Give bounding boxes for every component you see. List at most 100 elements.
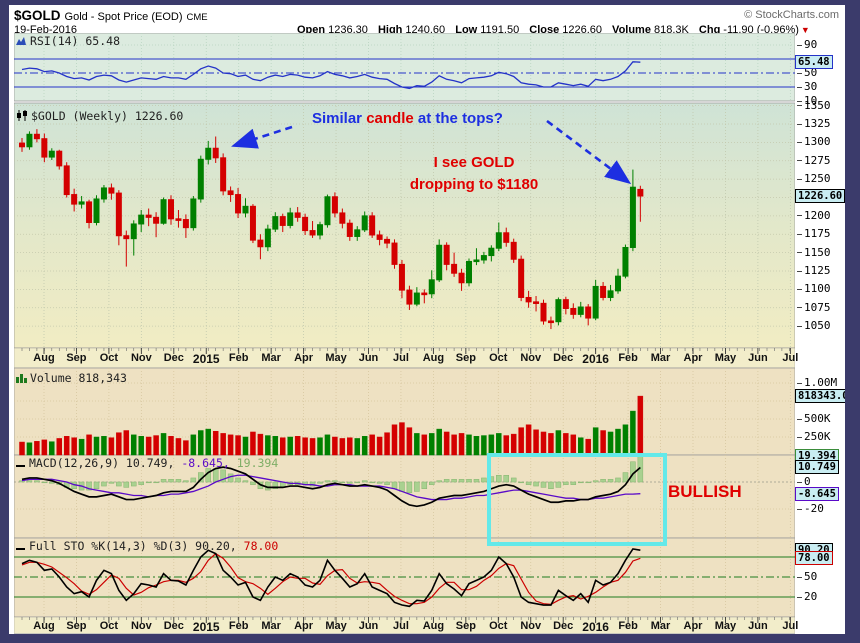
y-axis-label: 1175 [797, 227, 831, 240]
candles-layer [19, 129, 644, 330]
x-axis-label: Feb [618, 620, 638, 632]
x-axis-label: Jun [748, 352, 768, 364]
main-panel-title: $GOLD (Weekly) 1226.60 [16, 109, 183, 124]
x-axis-label: Jun [358, 620, 379, 632]
price-tag: -8.645 [795, 486, 839, 501]
y-axis-label: 1325 [797, 117, 831, 130]
x-axis-label: Jul [782, 352, 799, 364]
x-axis-label: Nov [130, 352, 152, 364]
header: $GOLD Gold - Spot Price (EOD) CME [14, 8, 840, 23]
y-axis-label: 250K [797, 430, 831, 443]
y-axis-label: 90 [797, 38, 817, 51]
y-axis-label: 1075 [797, 301, 831, 314]
dash-icon [16, 457, 26, 471]
x-axis-label: Apr [683, 352, 703, 364]
line-chart-icon [16, 35, 27, 49]
y-axis-label: 1250 [797, 172, 831, 185]
ticker-description: Gold - Spot Price (EOD) [64, 11, 183, 23]
sto-d-value: 78.00 [236, 539, 279, 553]
y-axis-label: 500K [797, 412, 831, 425]
price-tag: 10.749 [795, 460, 839, 475]
annotation-similar-candle: Similar candle at the tops? [312, 110, 503, 127]
x-axis-label: Oct [99, 620, 119, 632]
x-axis-label: Mar [261, 352, 281, 364]
x-axis-top: Aug Sep Oct Nov Dec 2015 Feb Mar Apr May Jun Jul Aug… [9, 352, 800, 368]
copyright: © StockCharts.com [744, 9, 839, 21]
y-axis-label: 50 [797, 570, 817, 583]
x-axis-label: Feb [228, 620, 249, 632]
x-axis-label: Oct [489, 352, 508, 364]
x-axis-label: May [325, 352, 347, 364]
macd-highlight-box [487, 453, 667, 546]
dash-icon [16, 540, 26, 554]
exchange-label: CME [186, 12, 208, 23]
price-tag: 818343.00 [795, 389, 845, 404]
x-axis-label: Sep [455, 352, 476, 364]
x-axis-label: Dec [553, 352, 574, 364]
x-axis-label: May [714, 352, 737, 364]
candlestick-icon [16, 110, 28, 124]
x-axis-label: 2015 [192, 352, 220, 366]
x-axis-label: Nov [520, 352, 542, 364]
macd-signal-value: -8.645, [174, 456, 230, 470]
x-axis-label: May [714, 620, 737, 632]
x-axis-label: Jul [392, 620, 409, 632]
x-axis-label: Nov [520, 620, 542, 632]
x-axis-label: Jul [392, 352, 409, 364]
volume-panel-title: Volume 818,343 [16, 371, 127, 386]
x-axis-label: Apr [294, 352, 314, 364]
x-axis-label: Oct [489, 620, 508, 632]
x-axis-label: Feb [228, 352, 249, 364]
macd-panel-title: MACD(12,26,9) 10.749, -8.645, 19.394 [16, 456, 278, 471]
annotation-drop-target: I see GOLD dropping to $1180 [409, 154, 539, 193]
x-axis-label: Jun [358, 352, 379, 364]
rsi-panel-title: RSI(14) 65.48 [16, 34, 120, 49]
x-axis-label: Dec [553, 620, 574, 632]
price-tag: 65.48 [795, 55, 833, 70]
x-axis-label: May [325, 620, 347, 632]
x-axis-label: Mar [650, 352, 671, 364]
x-axis-label: 2015 [192, 620, 220, 634]
x-axis-label: Dec [163, 352, 184, 364]
y-axis-label: 1150 [797, 246, 831, 259]
chart-frame: $GOLD Gold - Spot Price (EOD) CME © StockC… [9, 5, 845, 634]
x-axis-label: Sep [455, 620, 476, 632]
x-axis-label: Apr [294, 620, 314, 632]
x-axis-label: Dec [163, 620, 184, 632]
macd-hist-value: 19.394 [229, 456, 279, 470]
x-axis-label: Apr [683, 620, 703, 632]
x-axis-label: Jun [748, 620, 768, 632]
y-axis-label: 1050 [797, 319, 831, 332]
x-axis-label: Jul [782, 620, 799, 632]
y-axis-label: 1125 [797, 264, 831, 277]
x-axis-label: 2016 [582, 620, 609, 634]
x-axis-label: Aug [422, 620, 445, 632]
y-axis-label: 1300 [797, 135, 831, 148]
x-axis-label: Sep [66, 352, 87, 364]
y-axis-label: 1.00M [797, 376, 837, 389]
x-axis-label: 2016 [582, 352, 609, 366]
y-axis-label: 30 [797, 80, 817, 93]
x-axis-label: Sep [66, 620, 87, 632]
volume-bars-icon [16, 372, 27, 386]
ticker-symbol: $GOLD [14, 8, 61, 23]
y-axis-label: -20 [797, 502, 824, 515]
x-axis-label: Nov [130, 620, 152, 632]
y-axis-label: 0 [797, 475, 811, 488]
x-axis-label: Aug [33, 620, 55, 632]
x-axis-label: Feb [618, 352, 638, 364]
chg-down-icon[interactable]: ▼ [800, 25, 810, 35]
x-axis-label: Aug [33, 352, 55, 364]
price-tag: 78.00 [795, 551, 833, 566]
x-axis-label: Aug [422, 352, 445, 364]
y-axis-label: 1200 [797, 209, 831, 222]
y-axis-label: 1100 [797, 282, 831, 295]
price-tag: 1226.60 [795, 189, 845, 204]
x-axis-label: Mar [261, 620, 281, 632]
y-axis-label: 1275 [797, 154, 831, 167]
x-axis-label: Mar [650, 620, 671, 632]
x-axis-bottom: Aug Sep Oct Nov Dec 2015 Feb Mar Apr May Jun Jul Aug… [9, 620, 800, 634]
y-axis-label: 10 [797, 94, 817, 107]
annotation-bullish: BULLISH [668, 482, 742, 501]
volume-layer [19, 395, 644, 456]
